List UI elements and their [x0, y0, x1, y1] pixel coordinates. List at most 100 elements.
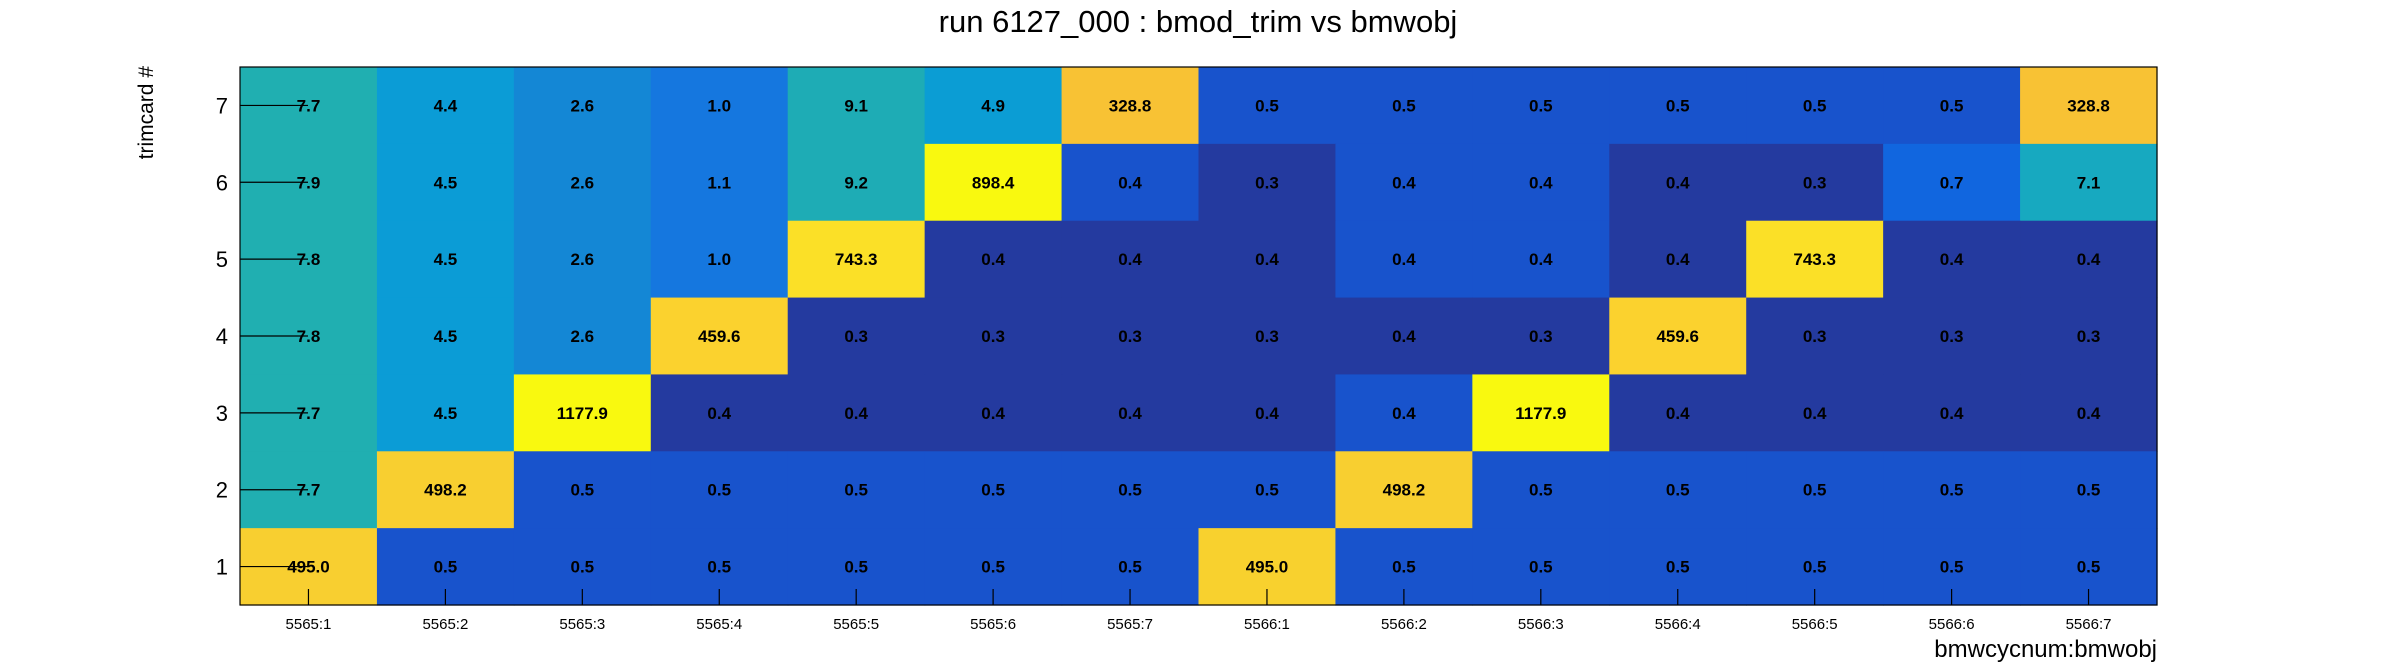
cell-value-label: 7.7	[297, 404, 321, 423]
heatmap-cell	[376, 67, 515, 145]
cell-value-label: 0.4	[1666, 404, 1690, 423]
cell-value-label: 0.5	[2077, 481, 2101, 500]
heatmap-cell	[2020, 143, 2158, 222]
heatmap-cell	[1746, 67, 1884, 145]
cell-value-label: 0.5	[1803, 558, 1827, 577]
heatmap-cell	[787, 374, 926, 452]
chart-title: run 6127_000 : bmod_trim vs bmwobj	[939, 4, 1458, 39]
heatmap-cell	[2020, 67, 2158, 145]
heatmap-cells	[240, 67, 2158, 606]
heatmap-cell	[1198, 220, 1337, 299]
cell-value-label: 0.3	[1255, 173, 1279, 192]
heatmap-cell	[1335, 67, 1473, 145]
heatmap-cell	[924, 297, 1063, 376]
cell-value-label: 0.4	[2077, 404, 2101, 423]
heatmap-cell	[1472, 67, 1610, 145]
cell-value-label: 0.5	[844, 558, 868, 577]
heatmap-cell	[1883, 297, 2021, 376]
cell-value-label: 0.5	[1940, 481, 1964, 500]
heatmap-cell	[650, 143, 789, 222]
heatmap-cell	[1883, 67, 2021, 145]
heatmap-cell	[1609, 67, 1747, 145]
cell-value-label: 0.4	[1940, 404, 1964, 423]
cell-value-label: 7.1	[2077, 173, 2101, 192]
x-tick-label: 5565:6	[970, 616, 1016, 633]
cell-value-label: 0.4	[1255, 404, 1279, 423]
cell-value-label: 2.6	[571, 96, 595, 115]
cell-value-labels: 7.7 4.4 2.6 1.0 9.1 4.9 328.8 0.5 0.5 0.5 0.5 0.5 0.…	[287, 96, 2110, 576]
cell-value-label: 0.5	[1529, 481, 1553, 500]
heatmap-cell	[1335, 220, 1473, 299]
heatmap-cell	[1061, 220, 1200, 299]
heatmap-cell	[924, 220, 1063, 299]
heatmap-cell	[2020, 451, 2158, 529]
cell-value-label: 9.2	[844, 173, 868, 192]
cell-value-label: 0.5	[1255, 96, 1279, 115]
x-tick-label: 5565:5	[833, 616, 879, 633]
heatmap-cell	[1746, 220, 1884, 299]
cell-value-label: 0.5	[1255, 481, 1279, 500]
heatmap-cell	[1883, 220, 2021, 299]
heatmap-cell	[2020, 297, 2158, 376]
cell-value-label: 0.4	[1529, 173, 1553, 192]
cell-value-label: 0.4	[1392, 404, 1416, 423]
cell-value-label: 0.5	[1666, 481, 1690, 500]
cell-value-label: 1.1	[707, 173, 731, 192]
axes: 5565:1 5565:2 5565:3 5565:4 5565:5 5565:6 5565…	[216, 66, 2158, 633]
x-tick-label: 5565:7	[1107, 616, 1153, 633]
heatmap-cell	[1883, 374, 2021, 452]
cell-value-label: 0.5	[1392, 96, 1416, 115]
cell-value-label: 0.5	[707, 481, 731, 500]
cell-value-label: 0.4	[1666, 250, 1690, 269]
heatmap-cell	[1746, 297, 1884, 376]
heatmap-cell	[376, 451, 515, 529]
heatmap-cell	[513, 220, 652, 299]
cell-value-label: 0.4	[2077, 250, 2101, 269]
heatmap-cell	[1198, 451, 1337, 529]
heatmap-cell	[1335, 451, 1473, 529]
cell-value-label: 4.9	[981, 96, 1005, 115]
cell-value-label: 0.5	[1529, 96, 1553, 115]
cell-value-label: 0.4	[1118, 173, 1142, 192]
heatmap-cell	[376, 143, 515, 222]
heatmap-cell	[787, 297, 926, 376]
heatmap-cell	[1198, 297, 1337, 376]
cell-value-label: 0.5	[1940, 96, 1964, 115]
heatmap-cell	[513, 451, 652, 529]
heatmap-cell	[376, 297, 515, 376]
cell-value-label: 0.5	[434, 558, 458, 577]
heatmap-cell	[1609, 297, 1747, 376]
x-tick-label: 5565:3	[559, 616, 605, 633]
cell-value-label: 1.0	[707, 96, 731, 115]
x-tick-label: 5566:5	[1792, 616, 1838, 633]
cell-value-label: 459.6	[698, 327, 741, 346]
x-tick-label: 5566:3	[1518, 616, 1564, 633]
cell-value-label: 0.3	[981, 327, 1005, 346]
cell-value-label: 4.5	[434, 173, 458, 192]
cell-value-label: 0.7	[1940, 173, 1964, 192]
y-tick-label: 7	[216, 93, 228, 118]
heatmap-cell	[787, 143, 926, 222]
heatmap-cell	[787, 67, 926, 145]
heatmap-cell	[513, 374, 652, 452]
cell-value-label: 0.5	[707, 558, 731, 577]
cell-value-label: 498.2	[424, 481, 467, 500]
cell-value-label: 0.3	[844, 327, 868, 346]
x-tick-label: 5565:4	[696, 616, 742, 633]
heatmap-cell	[1883, 143, 2021, 222]
heatmap-cell	[2020, 374, 2158, 452]
heatmap-cell	[650, 297, 789, 376]
cell-value-label: 1177.9	[557, 404, 608, 423]
cell-value-label: 4.5	[434, 327, 458, 346]
heatmap-cell	[1746, 374, 1884, 452]
cell-value-label: 495.0	[1246, 558, 1289, 577]
heatmap-cell	[1472, 374, 1610, 452]
y-tick-label: 3	[216, 401, 228, 426]
cell-value-label: 2.6	[571, 327, 595, 346]
cell-value-label: 7.7	[297, 96, 321, 115]
cell-value-label: 328.8	[2067, 96, 2110, 115]
cell-value-label: 0.4	[981, 404, 1005, 423]
cell-value-label: 898.4	[972, 173, 1015, 192]
cell-value-label: 0.4	[1118, 250, 1142, 269]
cell-value-label: 0.5	[571, 558, 595, 577]
